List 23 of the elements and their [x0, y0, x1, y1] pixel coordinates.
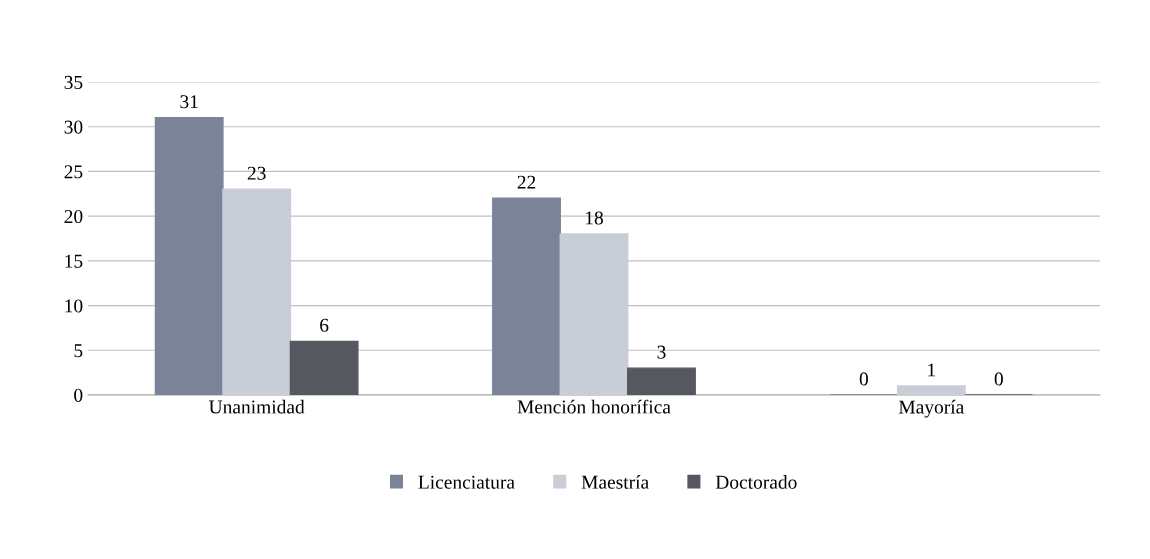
- y-tick-label: 5: [74, 344, 83, 358]
- data-label: 3: [657, 345, 666, 359]
- data-label: 6: [320, 318, 329, 332]
- data-label: 0: [994, 372, 1003, 386]
- x-tick-label: Mayoría: [898, 399, 964, 418]
- legend-label: Licenciatura: [418, 475, 515, 489]
- data-label: 23: [247, 166, 266, 180]
- data-label: 0: [859, 372, 868, 386]
- data-label: 22: [517, 175, 536, 189]
- y-tick-label: 30: [64, 120, 83, 134]
- y-tick-label: 25: [64, 165, 83, 179]
- y-tick-label: 15: [65, 254, 83, 268]
- y-tick-label: 35: [64, 75, 83, 89]
- data-label: 1: [928, 363, 936, 377]
- data-label: 31: [180, 95, 198, 109]
- legend-label: Maestría: [581, 475, 649, 489]
- x-tick-label: Mención honorífica: [517, 399, 671, 414]
- y-tick-label: 10: [65, 299, 83, 313]
- x-tick-label: Unanimidad: [209, 399, 305, 414]
- y-tick-label: 20: [64, 209, 83, 224]
- data-label: 18: [585, 211, 603, 225]
- y-tick-label: 0: [74, 388, 83, 402]
- legend-label: Doctorado: [715, 475, 797, 489]
